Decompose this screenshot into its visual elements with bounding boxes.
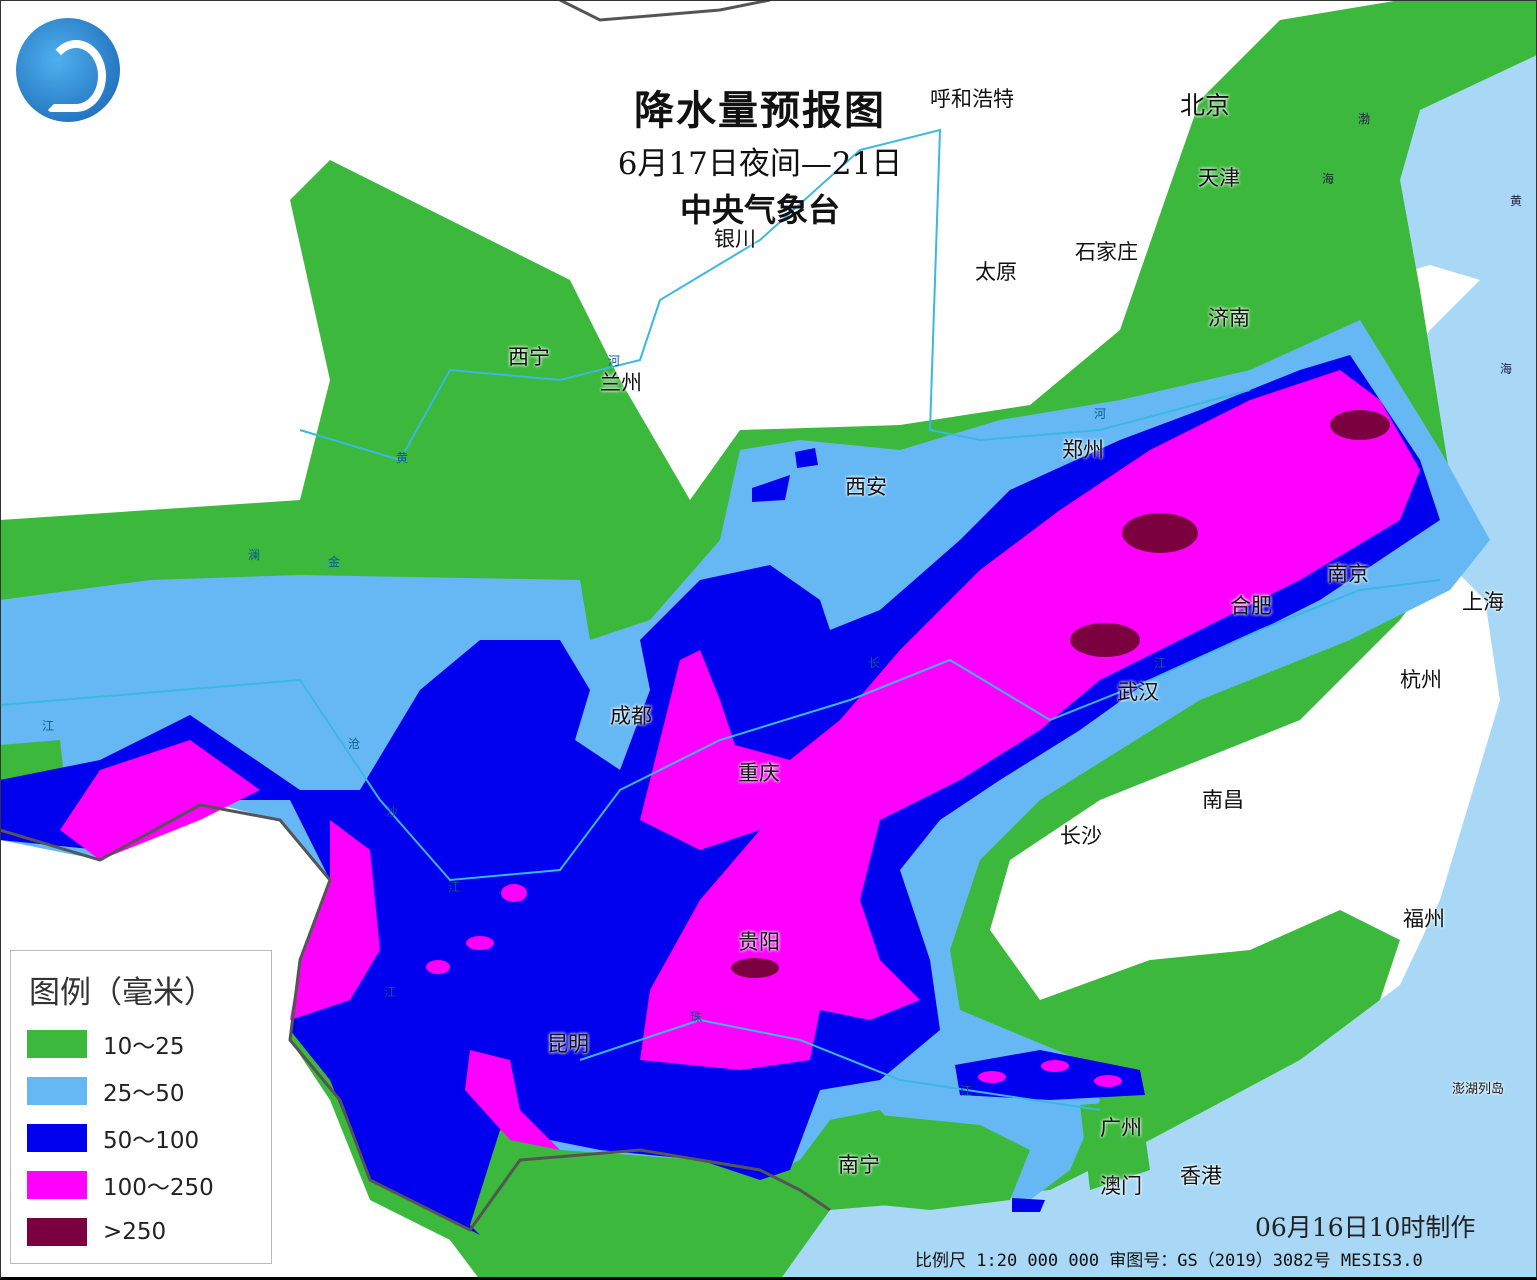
city-label: 澎湖列岛 bbox=[1452, 1082, 1505, 1097]
city-label: 广州 bbox=[1100, 1116, 1142, 1140]
river-label: 长 bbox=[868, 656, 881, 670]
city-label: 重庆 bbox=[738, 761, 780, 785]
legend-item: 100～250 bbox=[27, 1161, 271, 1208]
city-label: 昆明 bbox=[547, 1032, 589, 1056]
river-label: 江 bbox=[42, 719, 55, 733]
city-label: 银川 bbox=[714, 227, 756, 251]
map-title-block: 降水量预报图 6月17日夜间—21日 中央气象台 bbox=[560, 78, 960, 231]
city-label: 福州 bbox=[1403, 907, 1445, 931]
forecast-period: 6月17日夜间—21日 bbox=[617, 146, 903, 182]
legend-swatch bbox=[27, 1123, 87, 1152]
city-label: 天津 bbox=[1198, 166, 1240, 190]
legend-item: 10～25 bbox=[27, 1020, 271, 1067]
issuer: 中央气象台 bbox=[679, 191, 840, 229]
legend-label: 25～50 bbox=[103, 1080, 185, 1107]
legend-label: 10～25 bbox=[103, 1033, 185, 1060]
country-border bbox=[0, 0, 831, 1232]
legend-item: 25～50 bbox=[27, 1067, 271, 1114]
city-label: 太原 bbox=[975, 260, 1017, 284]
dry-area-jiangnan bbox=[1000, 600, 1480, 995]
city-label: 南京 bbox=[1327, 562, 1369, 586]
legend-swatch bbox=[27, 1029, 87, 1058]
legend-label: 100～250 bbox=[103, 1174, 214, 1201]
map-title: 降水量预报图 bbox=[634, 88, 886, 134]
sea-label: 海 bbox=[1500, 362, 1513, 376]
city-label: 石家庄 bbox=[1075, 240, 1138, 264]
city-label: 澳门 bbox=[1100, 1174, 1142, 1198]
river-label: 江 bbox=[1154, 656, 1167, 670]
rain-100-250-spot bbox=[426, 960, 450, 974]
legend-swatch bbox=[27, 1217, 87, 1246]
river-label: 江 bbox=[384, 985, 397, 999]
rain-100-250-spot bbox=[501, 884, 527, 902]
city-label: 香港 bbox=[1180, 1164, 1222, 1188]
river-label: 金 bbox=[328, 555, 341, 569]
sea-label: 渤 bbox=[1358, 112, 1371, 126]
city-label: 杭州 bbox=[1400, 668, 1442, 692]
rain-over-250 bbox=[731, 958, 779, 978]
river-label: 河 bbox=[1094, 407, 1107, 421]
city-label: 南宁 bbox=[838, 1153, 880, 1177]
legend: 图例（毫米） 10～25 25～50 50～100 100～250 >250 bbox=[10, 950, 272, 1264]
legend-swatch bbox=[27, 1170, 87, 1199]
legend-item: 50～100 bbox=[27, 1114, 271, 1161]
sea-label: 黄 bbox=[1510, 194, 1523, 208]
city-label: 上海 bbox=[1462, 590, 1504, 614]
production-time: 06月16日10时制作 bbox=[1255, 1213, 1476, 1242]
rain-100-250 bbox=[60, 370, 1420, 1150]
legend-item: >250 bbox=[27, 1208, 271, 1255]
legend-label: >250 bbox=[103, 1218, 167, 1245]
city-label: 西宁 bbox=[508, 345, 550, 369]
city-label: 郑州 bbox=[1062, 438, 1104, 462]
river-label: 江 bbox=[448, 880, 461, 894]
city-label: 成都 bbox=[610, 704, 652, 728]
river-label: 沙 bbox=[386, 805, 399, 819]
legend-title: 图例（毫米） bbox=[29, 975, 215, 1011]
rain-100-250-spot bbox=[978, 1071, 1006, 1083]
rain-100-250-spot bbox=[1094, 1075, 1122, 1087]
city-label: 西安 bbox=[845, 475, 887, 499]
pearl-river bbox=[579, 1018, 1101, 1111]
yellow-river bbox=[299, 128, 1251, 462]
rain-over-250 bbox=[1122, 513, 1198, 553]
legend-label: 50～100 bbox=[103, 1127, 200, 1154]
city-label: 兰州 bbox=[600, 371, 642, 395]
river-label: 江 bbox=[960, 1084, 973, 1098]
city-label: 长沙 bbox=[1060, 824, 1102, 848]
cma-logo bbox=[16, 18, 120, 122]
yangtze-river bbox=[0, 579, 1441, 882]
city-label: 合肥 bbox=[1230, 594, 1272, 618]
river-label: 黄 bbox=[396, 451, 409, 465]
river-label: 珠 bbox=[690, 1010, 703, 1024]
river-label: 河 bbox=[608, 354, 621, 368]
city-label: 贵阳 bbox=[738, 930, 780, 954]
sea-label: 海 bbox=[1322, 172, 1335, 186]
sea-area bbox=[780, 55, 1537, 1280]
rain-over-250 bbox=[1070, 623, 1140, 657]
river-label: 澜 bbox=[248, 548, 261, 562]
rain-over-250 bbox=[1330, 410, 1390, 440]
legend-swatch bbox=[27, 1076, 87, 1105]
river-label: 沧 bbox=[348, 737, 361, 751]
city-label: 南昌 bbox=[1202, 788, 1244, 812]
rain-100-250-spot bbox=[1041, 1060, 1069, 1072]
city-label: 呼和浩特 bbox=[930, 87, 1014, 111]
rain-100-250-spot bbox=[466, 936, 494, 950]
city-label: 济南 bbox=[1208, 306, 1250, 330]
scale-and-approval: 比例尺 1:20 000 000 审图号：GS（2019）3082号 MESIS… bbox=[915, 1251, 1423, 1271]
city-label: 北京 bbox=[1180, 91, 1231, 120]
city-label: 武汉 bbox=[1117, 680, 1159, 704]
